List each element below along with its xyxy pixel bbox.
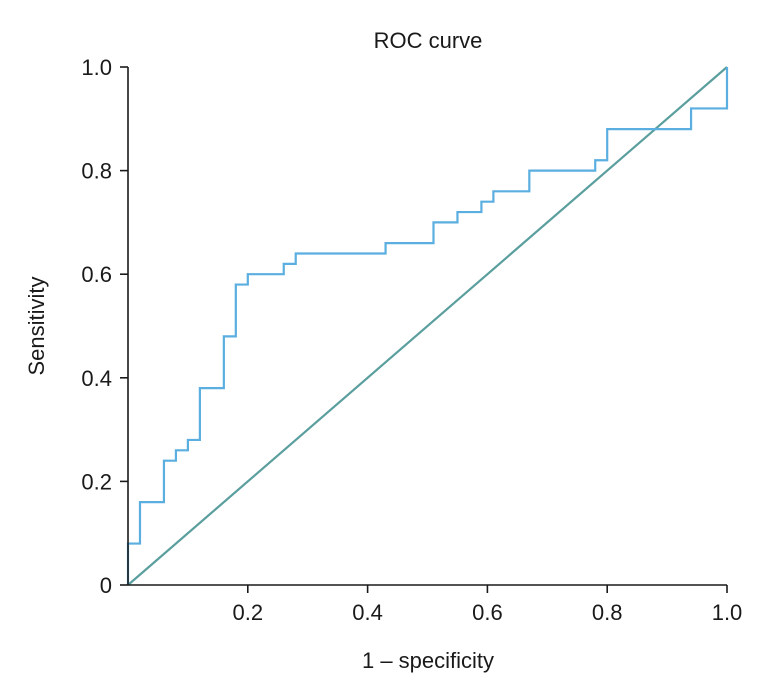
y-tick-label: 0.4 [81, 366, 112, 391]
y-tick-label: 1.0 [81, 55, 112, 80]
y-axis-title: Sensitivity [24, 276, 49, 375]
x-ticks: 0.2 0.4 0.6 0.8 1.0 [233, 585, 743, 625]
chart-title: ROC curve [374, 28, 483, 53]
y-tick-label: 0 [100, 573, 112, 598]
x-tick-label: 0.4 [352, 600, 383, 625]
y-ticks: 0 0.2 0.4 0.6 0.8 1.0 [81, 55, 128, 598]
series-line-reference [127, 66, 728, 586]
y-tick-label: 0.2 [81, 469, 112, 494]
x-tick-label: 1.0 [712, 600, 743, 625]
series-line-roc [126, 67, 729, 585]
x-tick-label: 0.2 [233, 600, 264, 625]
plot-area [126, 66, 729, 586]
y-tick-label: 0.6 [81, 262, 112, 287]
x-tick-label: 0.8 [592, 600, 623, 625]
x-axis-title: 1 – specificity [362, 648, 494, 673]
x-tick-label: 0.6 [472, 600, 503, 625]
y-tick-label: 0.8 [81, 159, 112, 184]
